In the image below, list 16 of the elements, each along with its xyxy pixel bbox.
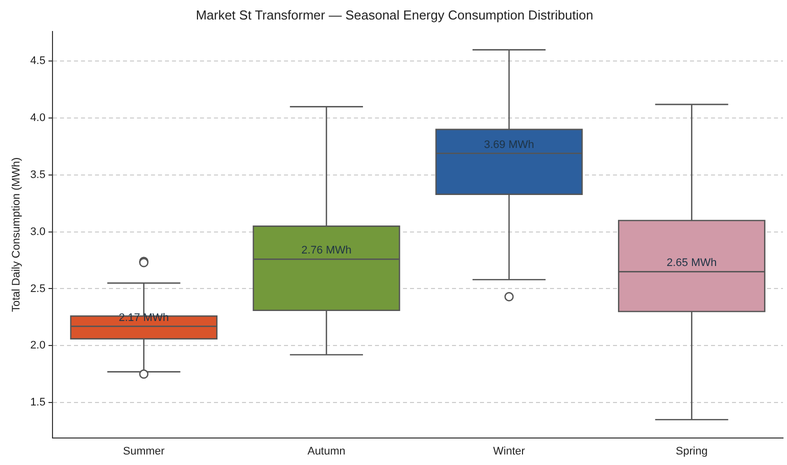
- annotation: 3.69 MWh: [484, 138, 534, 151]
- y-tick-label: 4.0: [30, 112, 46, 124]
- x-tick-label: Winter: [493, 445, 526, 458]
- x-tick-label: Summer: [123, 445, 165, 458]
- y-tick-label: 3.5: [30, 168, 46, 181]
- y-tick-label: 2.0: [30, 340, 46, 352]
- annotation: 2.76 MWh: [301, 244, 352, 257]
- annotation: 2.65 MWh: [666, 257, 717, 270]
- x-tick-label: Autumn: [307, 445, 346, 458]
- x-tick-label: Spring: [676, 445, 708, 458]
- y-tick-label: 3.0: [30, 226, 46, 238]
- y-axis-title: Total Daily Consumption (MWh): [10, 157, 23, 312]
- y-tick-label: 4.5: [30, 55, 46, 68]
- y-tick-label: 1.5: [30, 396, 46, 409]
- y-tick-label: 2.5: [30, 282, 46, 295]
- chart-title: Market St Transformer — Seasonal Energy Consumption Distribution: [196, 7, 594, 22]
